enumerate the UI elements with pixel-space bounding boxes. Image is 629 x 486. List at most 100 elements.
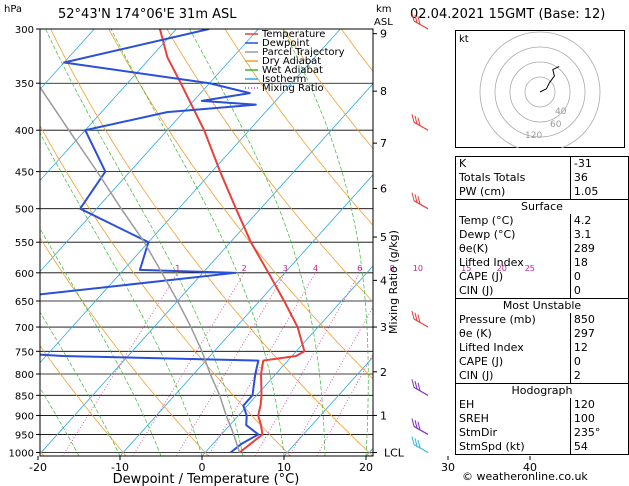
hodograph-ring bbox=[494, 46, 586, 138]
legend-label: Parcel Trajectory bbox=[262, 47, 345, 58]
wind-barb-flag bbox=[417, 382, 421, 391]
legend-label: Mixing Ratio bbox=[262, 83, 324, 94]
mixing-ratio-label: 2 bbox=[242, 264, 247, 273]
isotherm-line bbox=[0, 29, 12, 456]
mu-cape-value: 0 bbox=[569, 355, 629, 369]
dry-adiabat-line bbox=[282, 29, 373, 150]
pressure-tick-label: 600 bbox=[15, 269, 34, 280]
hpa-unit-label: hPa bbox=[4, 4, 23, 15]
height-tick-label: 2 bbox=[380, 366, 387, 379]
mixing-ratio-label: 8 bbox=[390, 264, 395, 273]
pressure-tick-label: 450 bbox=[15, 168, 34, 179]
pressure-tick-label: 400 bbox=[15, 126, 34, 137]
wind-barb-flag bbox=[417, 314, 421, 323]
asl-unit-label: ASL bbox=[374, 17, 393, 28]
mu-cin-label: CIN (J) bbox=[455, 369, 571, 384]
stmspd-label: StmSpd (kt) bbox=[455, 440, 571, 455]
height-tick-label: 8 bbox=[380, 85, 387, 98]
isotherm-line bbox=[40, 83, 373, 455]
series-parcel-trajectory bbox=[40, 85, 241, 453]
temp-tick-label: 10 bbox=[277, 461, 291, 474]
hodograph-section-title: Hodograph bbox=[455, 383, 629, 398]
wet-adiabat-line bbox=[282, 29, 369, 456]
height-tick-label: 4 bbox=[380, 274, 387, 287]
wind-barb-flag bbox=[411, 192, 415, 201]
legend-label: Dry Adiabat bbox=[262, 56, 321, 67]
temp-tick-label: -10 bbox=[111, 461, 129, 474]
indices-table: K -31 Totals Totals 36 PW (cm) 1.05 Surface… bbox=[455, 156, 629, 455]
isotherm-line bbox=[119, 174, 373, 456]
copyright-text: © weatheronline.co.uk bbox=[462, 470, 588, 483]
pressure-tick-label: 650 bbox=[15, 297, 34, 308]
wind-barb bbox=[413, 425, 429, 435]
temp-tick-label: 30 bbox=[441, 461, 455, 474]
hodograph-ring-label: 40 bbox=[555, 107, 567, 117]
wind-barbs bbox=[411, 12, 429, 454]
mu-pressure-value: 850 bbox=[569, 313, 629, 327]
height-tick-label: 7 bbox=[380, 137, 387, 150]
mu-theta-value: 297 bbox=[569, 327, 629, 341]
mixing-ratio-label: 4 bbox=[313, 264, 318, 273]
hodograph-unit: kt bbox=[459, 34, 469, 45]
surface-cape-label: CAPE (J) bbox=[455, 270, 571, 284]
pressure-tick-label: 750 bbox=[15, 347, 34, 358]
pressure-tick-label: 800 bbox=[15, 370, 34, 381]
legend-label: Isotherm bbox=[262, 74, 306, 85]
k-index-label: K bbox=[455, 156, 571, 171]
surface-cape-value: 0 bbox=[569, 270, 629, 284]
wind-barb-flag bbox=[417, 195, 421, 205]
hodograph-ring-label: 120 bbox=[525, 131, 542, 141]
hodograph-ring bbox=[479, 31, 601, 148]
wind-barb-flag bbox=[414, 312, 418, 321]
wind-barb bbox=[413, 318, 429, 328]
hodograph-ring bbox=[509, 61, 571, 123]
hodograph: kt 40 60 120 bbox=[455, 30, 625, 148]
mu-cin-value: 2 bbox=[569, 369, 629, 384]
height-tick-label: 5 bbox=[380, 231, 387, 244]
mu-li-value: 12 bbox=[569, 341, 629, 355]
stmspd-value: 54 bbox=[569, 440, 629, 455]
wind-barb-flag bbox=[411, 12, 415, 22]
datetime-title: 02.04.2021 15GMT (Base: 12) bbox=[410, 7, 606, 22]
mixing-ratio-label: 3 bbox=[283, 264, 288, 273]
pressure-tick-label: 500 bbox=[15, 205, 34, 216]
series-dewpoint bbox=[40, 29, 260, 454]
surface-section-title: Surface bbox=[455, 199, 629, 214]
wind-barb-flag bbox=[417, 439, 421, 449]
hodograph-ring bbox=[524, 76, 556, 108]
eh-label: EH bbox=[455, 398, 571, 412]
hodograph-ring-label: 60 bbox=[550, 120, 562, 130]
isotherm-line bbox=[40, 29, 259, 273]
wet-adiabat-line bbox=[40, 387, 80, 456]
surface-theta-label: θe(K) bbox=[455, 242, 571, 256]
mixing-ratio-label: 6 bbox=[357, 264, 362, 273]
mixing-ratio-line bbox=[132, 272, 245, 456]
wind-barb-flag bbox=[414, 115, 418, 125]
hodograph-trace bbox=[539, 65, 560, 93]
temp-tick-label: 20 bbox=[359, 461, 373, 474]
isotherm-line bbox=[40, 29, 177, 182]
dry-adiabat-line bbox=[40, 124, 291, 456]
legend-label: Temperature bbox=[261, 29, 325, 40]
sreh-value: 100 bbox=[569, 412, 629, 426]
wind-barb-flag bbox=[417, 421, 421, 430]
k-index-value: -31 bbox=[569, 156, 629, 171]
pressure-tick-label: 1000 bbox=[9, 448, 34, 459]
isotherm-line bbox=[201, 265, 373, 456]
wind-barb-flag bbox=[417, 117, 421, 126]
totals-totals-value: 36 bbox=[569, 171, 629, 185]
mu-theta-label: θe (K) bbox=[455, 327, 571, 341]
pressure-tick-label: 950 bbox=[15, 430, 34, 441]
wet-adiabat-line bbox=[45, 29, 244, 456]
pressure-tick-label: 900 bbox=[15, 411, 34, 422]
wet-adiabat-line bbox=[40, 311, 121, 456]
wind-barb-flag bbox=[411, 436, 415, 445]
temp-tick-label: 0 bbox=[199, 461, 206, 474]
pw-value: 1.05 bbox=[569, 185, 629, 200]
mu-li-label: Lifted Index bbox=[455, 341, 571, 355]
surface-li-value: 18 bbox=[569, 256, 629, 270]
totals-totals-label: Totals Totals bbox=[455, 171, 571, 185]
mixing-ratio-line bbox=[289, 306, 373, 456]
chart-series bbox=[40, 29, 306, 454]
